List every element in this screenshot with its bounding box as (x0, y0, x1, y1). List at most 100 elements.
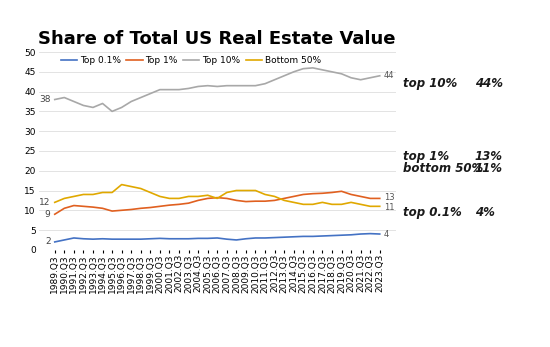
Top 10% (262, 82, 268, 86)
Top 1% (367, 196, 373, 201)
Top 0.1% (281, 235, 288, 239)
Top 10% (271, 78, 278, 82)
Top 1% (376, 196, 383, 201)
Text: 4%: 4% (475, 206, 494, 219)
Bottom 50% (262, 192, 268, 196)
Top 0.1% (185, 237, 192, 241)
Top 10% (138, 95, 144, 100)
Top 10% (195, 84, 201, 88)
Bottom 50% (99, 191, 106, 195)
Text: 9: 9 (45, 210, 51, 219)
Bottom 50% (118, 183, 125, 187)
Top 1% (128, 208, 135, 212)
Bottom 50% (271, 194, 278, 198)
Bottom 50% (175, 196, 182, 201)
Title: Share of Total US Real Estate Value: Share of Total US Real Estate Value (39, 30, 396, 48)
Top 0.1% (252, 236, 259, 240)
Bottom 50% (358, 202, 364, 206)
Line: Top 0.1%: Top 0.1% (55, 234, 380, 242)
Text: top 10%: top 10% (403, 77, 458, 90)
Text: top 0.1%: top 0.1% (403, 206, 462, 219)
Top 0.1% (138, 237, 144, 241)
Bottom 50% (205, 193, 211, 197)
Bottom 50% (281, 198, 288, 202)
Top 0.1% (348, 233, 354, 237)
Text: 44%: 44% (475, 77, 503, 90)
Top 0.1% (80, 237, 87, 241)
Top 0.1% (300, 234, 306, 238)
Top 10% (290, 70, 297, 74)
Top 0.1% (128, 237, 135, 241)
Top 0.1% (205, 236, 211, 240)
Top 1% (166, 203, 173, 207)
Bottom 50% (310, 202, 316, 206)
Top 1% (70, 203, 77, 208)
Top 1% (175, 202, 182, 206)
Top 1% (281, 196, 288, 201)
Top 1% (99, 206, 106, 210)
Top 10% (80, 103, 87, 108)
Text: top 1%: top 1% (403, 150, 449, 163)
Top 1% (147, 205, 153, 210)
Top 1% (90, 205, 96, 209)
Top 1% (329, 191, 336, 195)
Top 1% (319, 191, 326, 195)
Top 0.1% (118, 237, 125, 241)
Top 10% (109, 109, 116, 113)
Text: 44: 44 (384, 71, 394, 80)
Bottom 50% (300, 202, 306, 206)
Top 1% (205, 196, 211, 201)
Top 0.1% (90, 237, 96, 241)
Top 10% (367, 76, 373, 80)
Bottom 50% (61, 196, 68, 201)
Top 0.1% (310, 234, 316, 238)
Bottom 50% (128, 185, 135, 189)
Top 0.1% (223, 237, 230, 241)
Top 1% (118, 208, 125, 212)
Text: 11%: 11% (475, 162, 503, 175)
Top 1% (310, 192, 316, 196)
Top 0.1% (70, 236, 77, 240)
Top 0.1% (262, 236, 268, 240)
Top 1% (252, 199, 259, 203)
Top 10% (166, 87, 173, 92)
Text: 11: 11 (384, 203, 394, 212)
Bottom 50% (80, 192, 87, 196)
Top 10% (128, 100, 135, 104)
Top 0.1% (243, 237, 249, 241)
Top 0.1% (290, 235, 297, 239)
Top 10% (61, 95, 68, 100)
Top 1% (61, 206, 68, 210)
Top 10% (214, 84, 221, 88)
Top 0.1% (319, 234, 326, 238)
Top 10% (70, 100, 77, 104)
Bottom 50% (319, 200, 326, 204)
Top 0.1% (52, 240, 58, 244)
Bottom 50% (338, 202, 345, 206)
Line: Bottom 50%: Bottom 50% (55, 185, 380, 206)
Top 10% (118, 105, 125, 110)
Bottom 50% (147, 191, 153, 195)
Top 1% (52, 212, 58, 216)
Bottom 50% (52, 200, 58, 204)
Top 10% (310, 66, 316, 70)
Top 10% (243, 84, 249, 88)
Top 1% (271, 198, 278, 202)
Bottom 50% (109, 191, 116, 195)
Top 10% (281, 74, 288, 78)
Bottom 50% (243, 188, 249, 193)
Top 0.1% (233, 238, 240, 242)
Top 10% (233, 84, 240, 88)
Top 0.1% (271, 236, 278, 240)
Top 0.1% (367, 231, 373, 236)
Top 10% (157, 87, 163, 92)
Top 10% (99, 101, 106, 105)
Bottom 50% (290, 200, 297, 204)
Text: 12: 12 (39, 198, 51, 207)
Top 10% (300, 67, 306, 71)
Bottom 50% (367, 204, 373, 209)
Bottom 50% (157, 194, 163, 198)
Top 1% (214, 196, 221, 200)
Top 0.1% (166, 237, 173, 241)
Top 1% (138, 206, 144, 210)
